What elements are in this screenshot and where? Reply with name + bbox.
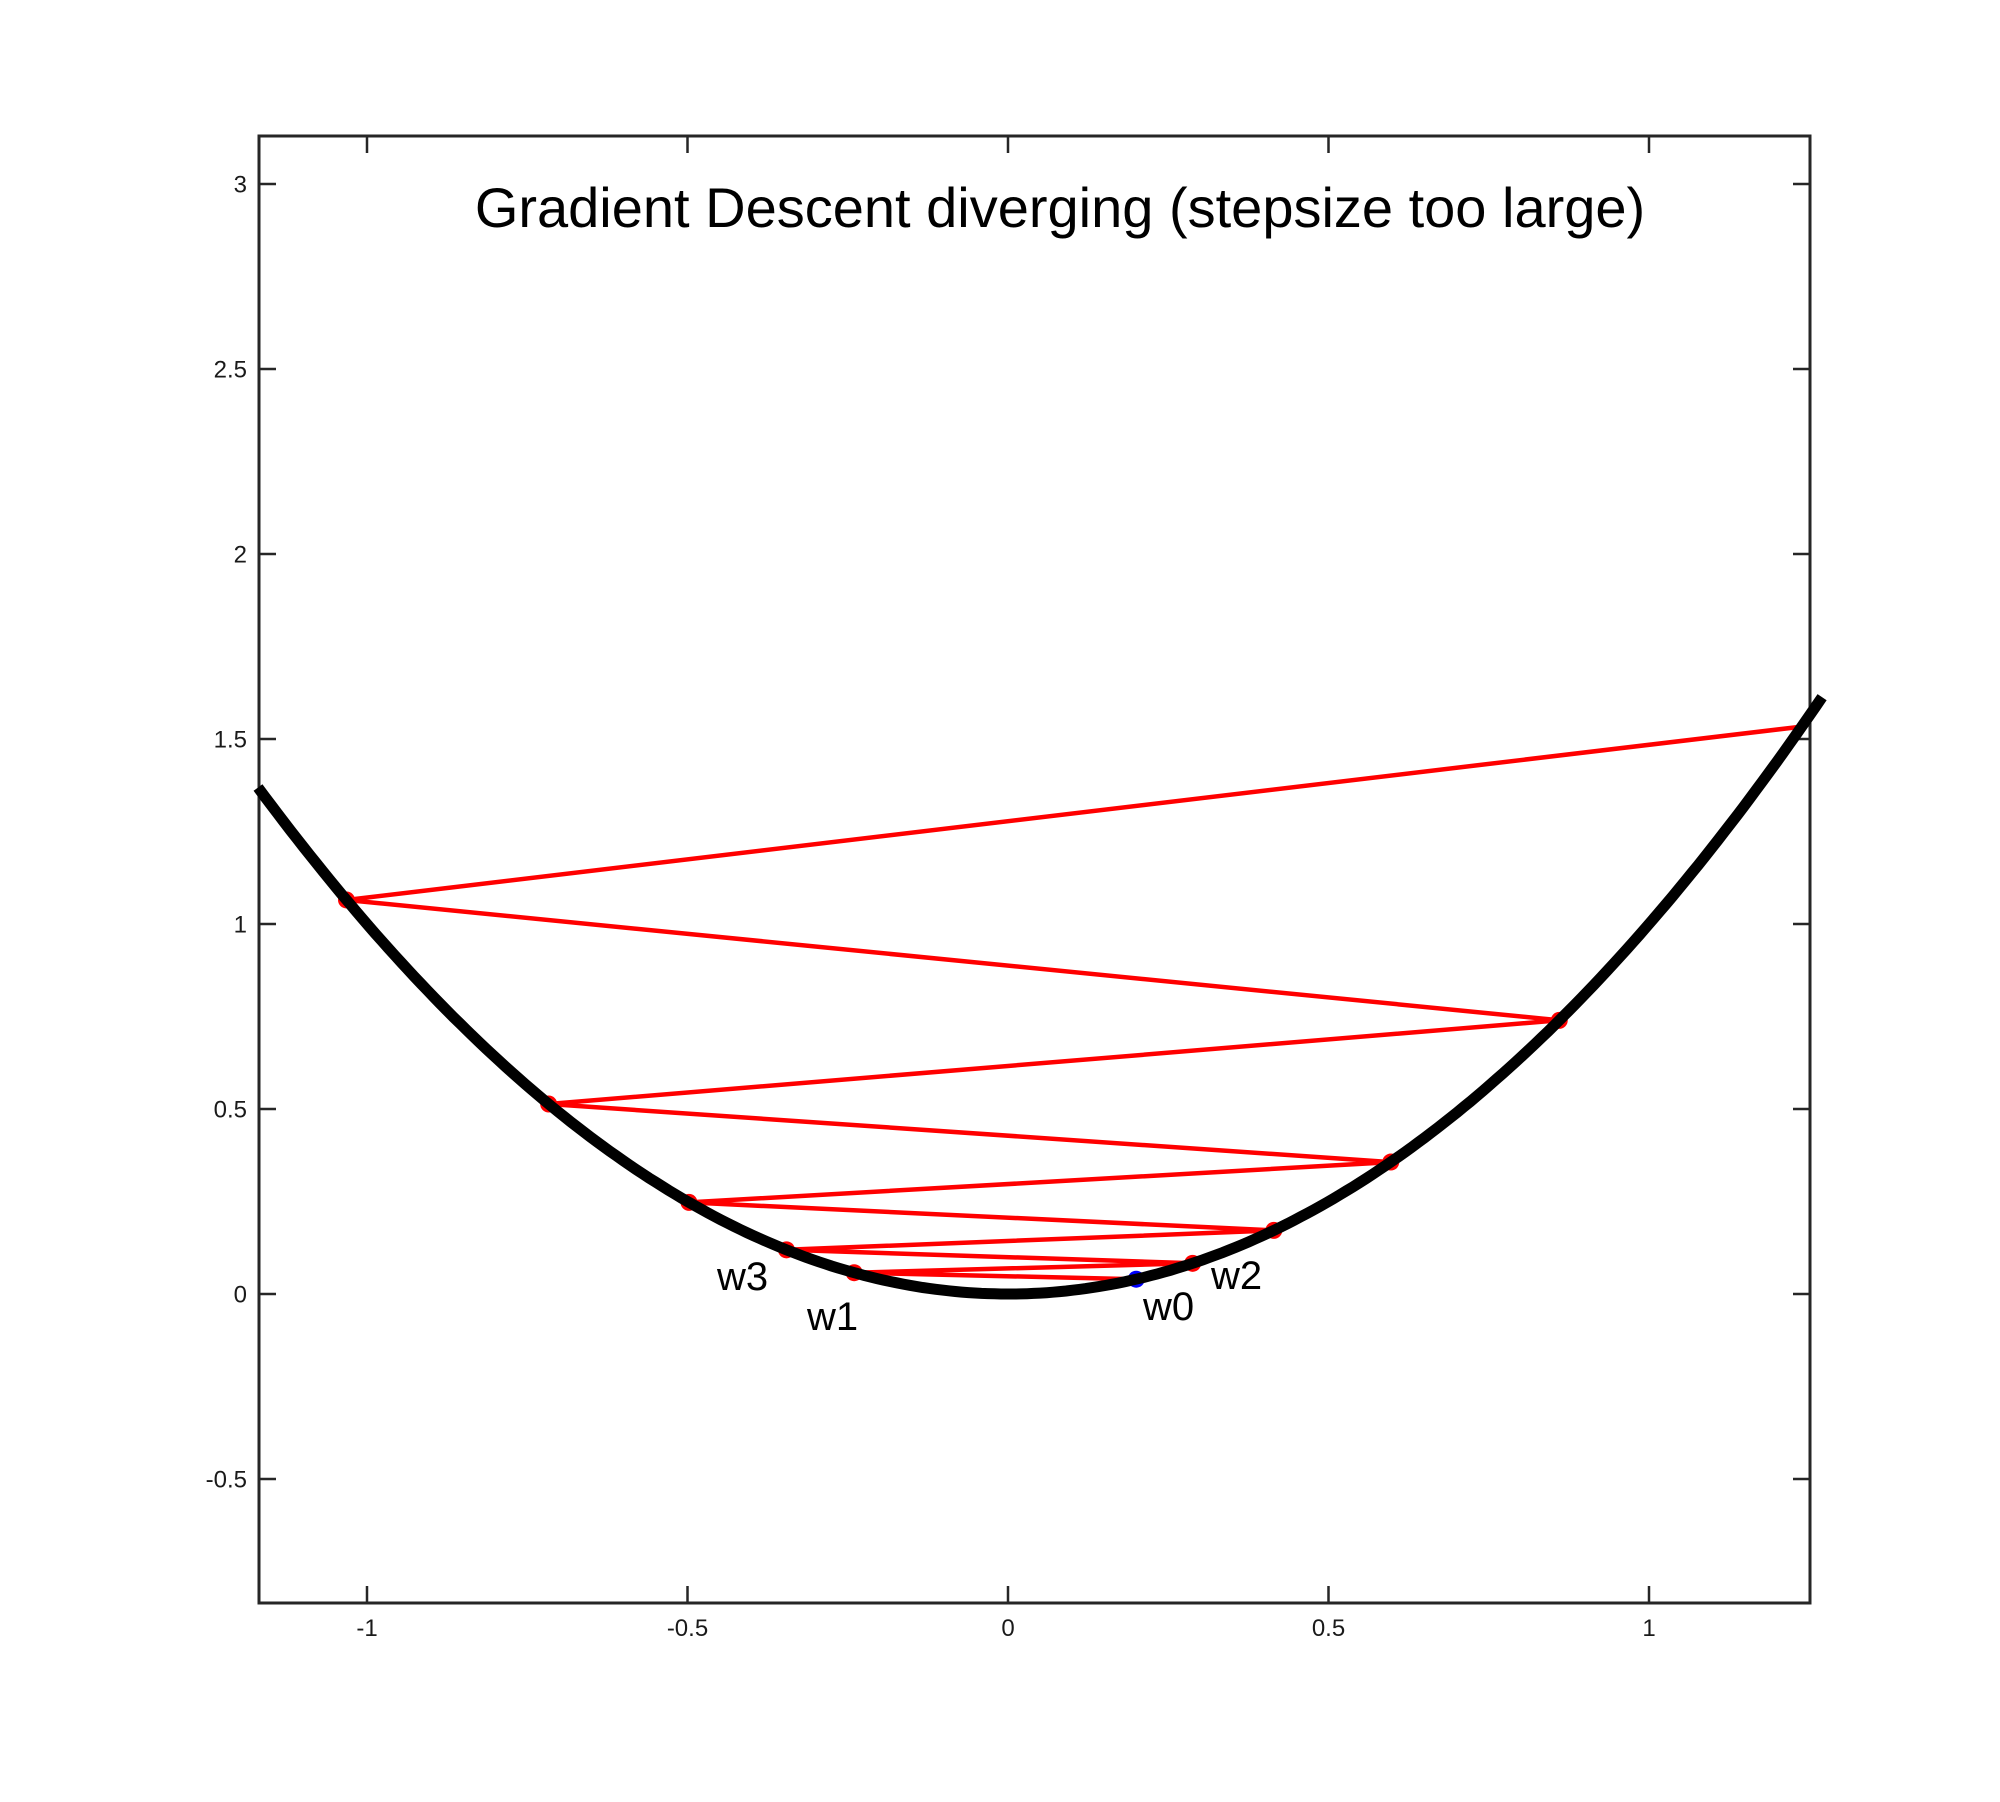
y-tick-label: 1: [234, 912, 247, 939]
y-tick-label: 3: [234, 172, 247, 199]
x-tick-label: -1: [356, 1615, 377, 1642]
iterate-label-w3: w3: [716, 1255, 768, 1299]
y-tick-label: 2.5: [214, 357, 247, 384]
plot-area: -1 -0.5 0 0.5 1 -0.5 0 0.5 1 1.5 2 2.5 3 Gradient De…: [206, 134, 1827, 1643]
chart-title: Gradient Descent diverging (stepsize too…: [475, 176, 1645, 239]
x-tick-label: -0.5: [667, 1615, 708, 1642]
y-tick-label: 1.5: [214, 727, 247, 754]
y-tick-label: 0: [234, 1282, 247, 1309]
iterate-label-w0: w0: [1142, 1285, 1194, 1329]
axes-background: [259, 136, 1810, 1603]
y-tick-label: 0.5: [214, 1097, 247, 1124]
x-tick-label: 1: [1642, 1615, 1655, 1642]
x-tick-label: 0.5: [1312, 1615, 1345, 1642]
iterate-label-w2: w2: [1210, 1254, 1262, 1298]
axes-box: [257, 134, 1812, 1605]
y-tick-label: -0.5: [206, 1467, 247, 1494]
y-tick-label: 2: [234, 542, 247, 569]
tick-labels: -1 -0.5 0 0.5 1 -0.5 0 0.5 1 1.5 2 2.5 3: [206, 172, 1656, 1643]
iterate-labels: w0 w1 w2 w3: [716, 1254, 1262, 1339]
loss-curve: [253, 694, 1827, 1300]
iterate-label-w1: w1: [806, 1295, 858, 1339]
x-tick-label: 0: [1001, 1615, 1014, 1642]
